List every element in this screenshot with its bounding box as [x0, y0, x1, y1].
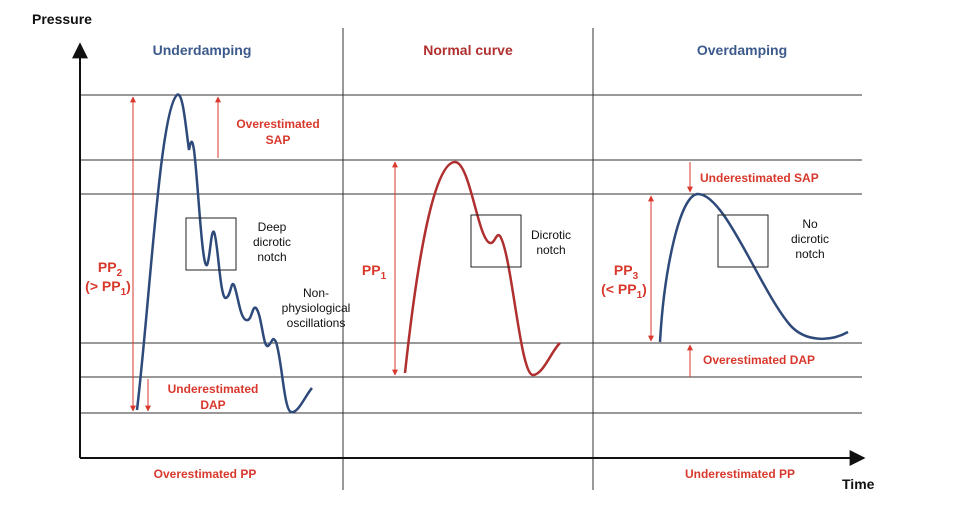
notch-note: No dicrotic notch	[791, 217, 829, 261]
notch-note: Dicrotic notch	[531, 228, 571, 257]
oscillation-note: Non-physiological oscillations	[282, 286, 351, 330]
panel-title: Overdamping	[697, 42, 787, 58]
panel-title: Underdamping	[153, 42, 252, 58]
pp-label: PP2	[98, 259, 123, 279]
pp-label: PP1	[362, 262, 387, 282]
pp-label: (> PP1)	[85, 278, 131, 298]
pp-label: (< PP1)	[601, 281, 647, 301]
notch-box	[470, 214, 522, 268]
pp-note: Overestimated PP	[154, 467, 257, 481]
waveform	[135, 93, 313, 414]
panel-normal: Normal curve PP1 Dicrotic notch	[362, 42, 571, 377]
panel-title: Normal curve	[423, 42, 513, 58]
sap-note: Overestimated SAP	[236, 117, 319, 147]
dap-note: Underestimated DAP	[168, 382, 259, 412]
panel-overdamping: Overdamping PP3 (< PP1) Underestimated S…	[601, 42, 849, 481]
pp-label: PP3	[614, 262, 639, 282]
axes: Pressure Time	[32, 11, 875, 492]
notch-box	[717, 214, 769, 268]
notch-box	[185, 217, 237, 271]
panel-underdamping: Underdamping PP2 (> PP1) Overestimated SA…	[85, 42, 350, 481]
pp-note: Underestimated PP	[685, 467, 795, 481]
waveform	[403, 160, 561, 377]
y-axis-label: Pressure	[32, 11, 92, 27]
waveform	[658, 192, 849, 343]
notch-note: Deep dicrotic notch	[253, 220, 291, 264]
x-axis-label: Time	[842, 476, 875, 492]
sap-note: Underestimated SAP	[700, 171, 819, 185]
dap-note: Overestimated DAP	[703, 353, 815, 367]
